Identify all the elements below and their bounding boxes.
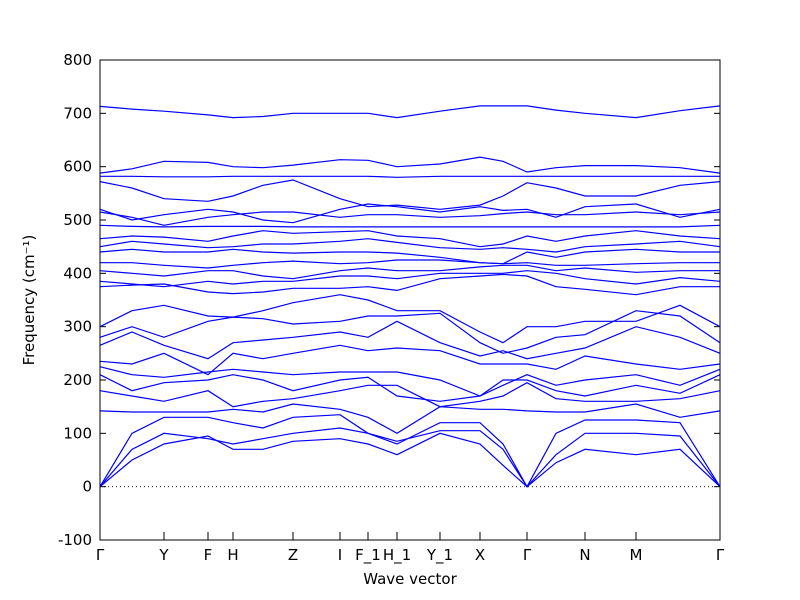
band-line [99,179,721,210]
x-axis-label: Wave vector [363,570,457,588]
band-line [99,310,721,354]
band-line [99,366,721,397]
x-tick-label: Γ [716,546,725,564]
x-tick-label: N [579,546,590,564]
band-line [99,156,721,174]
band-line [99,248,720,265]
x-tick-label: X [475,546,485,564]
x-tick-label: Y [158,546,169,564]
y-tick-label: 100 [63,424,92,442]
y-tick-label: 300 [63,318,92,336]
band-line [99,230,721,248]
band-line [99,238,721,253]
x-tick-label: Γ [523,546,532,564]
band-line [99,270,721,288]
band-line [99,427,721,488]
y-tick-label: 600 [63,158,92,176]
band-line [99,403,721,434]
band-line [99,320,721,360]
y-tick-label: -100 [58,531,92,549]
band-line [99,294,721,344]
band-line [99,344,721,376]
x-tick-label: F [204,546,213,564]
band-line [100,259,720,269]
y-tick-label: 800 [63,51,92,69]
band-line [99,211,721,226]
x-tick-label: I [338,546,342,564]
x-tick-label: Y_1 [426,546,453,565]
band-line [99,224,721,228]
band-line [99,414,721,488]
band-line [99,203,721,224]
band-line [99,264,720,280]
y-tick-label: 500 [63,211,92,229]
y-tick-label: 400 [63,264,92,282]
x-tick-label: Γ [96,546,105,564]
x-tick-label: H_1 [383,546,411,565]
band-line [100,175,720,178]
band-line [99,382,721,408]
x-tick-label: F_1 [355,546,381,565]
x-tick-label: M [630,546,643,564]
x-tick-label: H [227,546,238,564]
y-tick-label: 700 [63,104,92,122]
plot-frame [99,59,721,541]
y-tick-label: 200 [63,371,92,389]
band-line [99,374,721,402]
band-line [99,273,720,296]
band-line [99,432,721,488]
y-tick-label: 0 [82,478,92,496]
x-tick-label: Z [288,546,298,564]
y-axis-label: Frequency (cm⁻¹) [20,235,38,366]
band-line [99,105,721,119]
